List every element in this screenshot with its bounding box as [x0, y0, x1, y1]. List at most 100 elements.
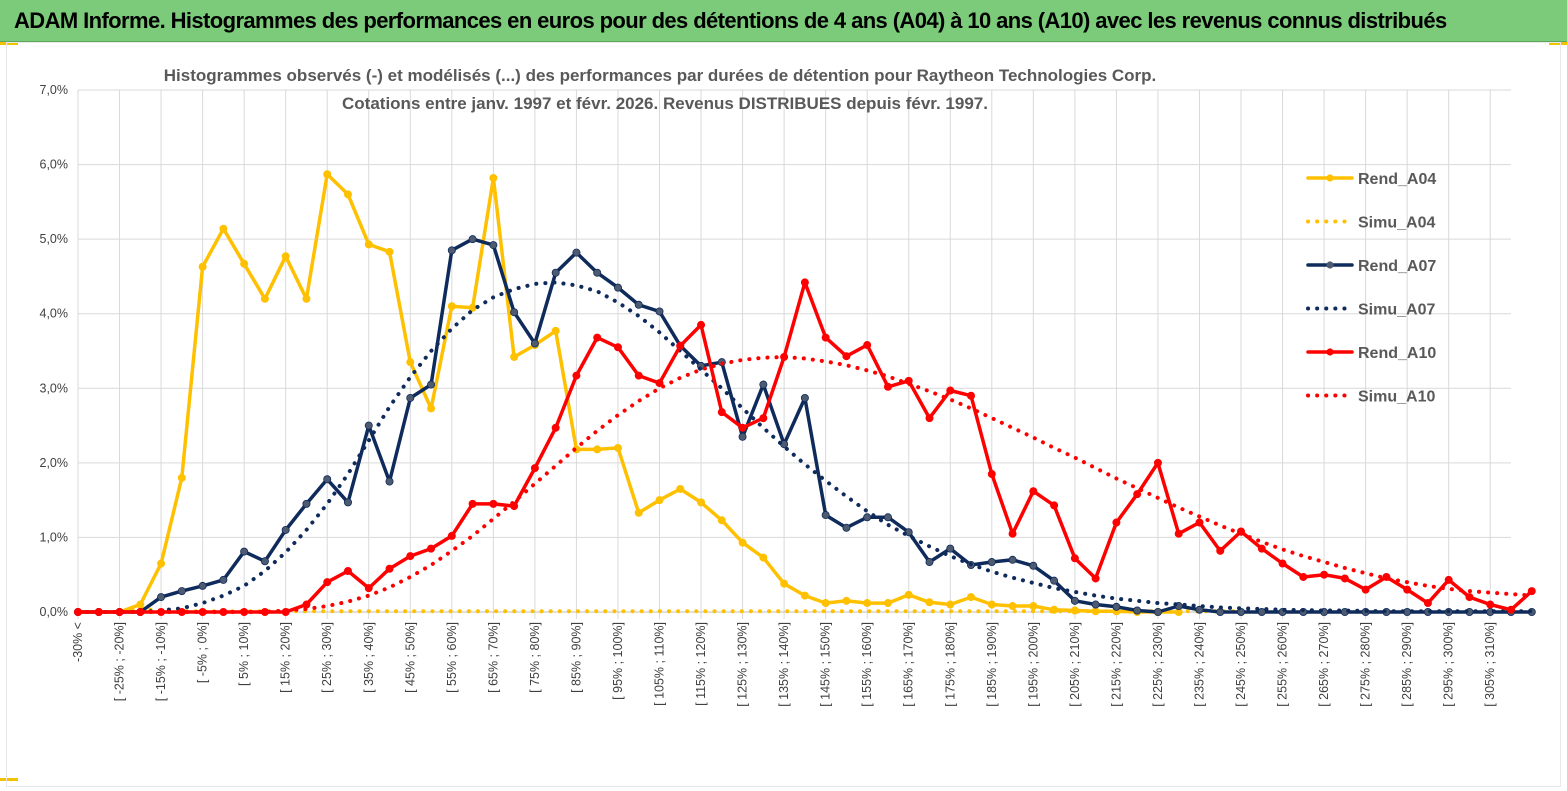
x-tick-label: [ 305% ; 310%]: [1483, 622, 1497, 707]
chart-frame: [6, 42, 1561, 787]
data-point-rend-a07: [447, 246, 456, 255]
data-point-rend-a07: [1008, 555, 1017, 564]
chart-grid: [77, 89, 1511, 619]
data-point-rend-a04: [427, 404, 436, 413]
data-point-rend-a04: [967, 593, 976, 602]
x-tick-label: [ 145% ; 150%]: [819, 622, 833, 707]
x-tick-label: [ 85% ; 90%]: [569, 622, 583, 693]
data-point-rend-a10: [655, 379, 664, 388]
data-point-rend-a07: [427, 380, 436, 389]
y-tick-label: 4,0%: [40, 307, 69, 321]
data-point-rend-a10: [302, 600, 311, 609]
x-tick-label: [ 165% ; 170%]: [902, 622, 916, 707]
data-point-rend-a10: [1133, 490, 1142, 499]
series-line-rend-a04: [76, 172, 1181, 614]
data-point-rend-a07: [613, 283, 622, 292]
data-point-rend-a10: [1423, 599, 1432, 608]
data-point-rend-a10: [1050, 501, 1059, 510]
data-point-rend-a04: [987, 600, 996, 609]
data-point-rend-a10: [1299, 572, 1308, 581]
x-tick-label: [ 65% ; 70%]: [486, 622, 500, 693]
data-point-rend-a04: [551, 326, 560, 335]
x-tick-label: [ 45% ; 50%]: [403, 622, 417, 693]
x-tick-label: [ 55% ; 60%]: [445, 622, 459, 693]
data-point-rend-a04: [593, 445, 602, 454]
data-point-rend-a10: [406, 552, 415, 561]
x-tick-label: [ 155% ; 160%]: [860, 622, 874, 707]
x-tick-label: [ 115% ; 120%]: [694, 622, 708, 706]
data-point-rend-a04: [1008, 602, 1017, 611]
data-point-rend-a07: [240, 547, 249, 556]
data-point-rend-a07: [1070, 596, 1079, 605]
data-point-rend-a10: [1320, 570, 1329, 579]
data-point-rend-a04: [447, 302, 456, 311]
data-point-rend-a04: [302, 294, 311, 303]
data-point-rend-a10: [613, 343, 622, 352]
x-tick-label: [ 25% ; 30%]: [320, 622, 334, 693]
x-tick-label: [ -5% ; 0%]: [196, 622, 210, 683]
data-point-rend-a10: [1403, 585, 1412, 594]
data-point-rend-a10: [717, 408, 726, 417]
data-point-rend-a07: [634, 300, 643, 309]
data-point-rend-a04: [1029, 602, 1038, 611]
header-title: ADAM Informe. Histogrammes des performan…: [14, 7, 1447, 33]
data-point-rend-a07: [260, 557, 269, 566]
data-point-rend-a07: [1029, 561, 1038, 570]
data-point-rend-a04: [697, 498, 706, 507]
data-point-rend-a07: [1050, 576, 1059, 585]
data-point-rend-a10: [551, 423, 560, 432]
data-point-rend-a10: [1029, 487, 1038, 496]
data-point-rend-a10: [1008, 529, 1017, 538]
chart-axes: 0,0% 1,0% 2,0% 3,0% 4,0% 5,0% 6,0% 7,0% -30% < [ …: [40, 83, 1511, 707]
y-tick-label: 0,0%: [40, 605, 69, 619]
data-point-rend-a07: [1091, 600, 1100, 609]
x-tick-label: [ 285% ; 290%]: [1400, 622, 1414, 707]
data-point-rend-a07: [925, 558, 934, 567]
data-point-rend-a07: [759, 380, 768, 389]
data-point-rend-a10: [364, 584, 373, 593]
data-point-rend-a04: [281, 252, 290, 261]
data-point-rend-a07: [655, 307, 664, 316]
data-point-rend-a10: [1278, 559, 1287, 568]
legend-label-simu-a10: Simu_A10: [1358, 389, 1435, 406]
data-point-rend-a10: [800, 278, 809, 287]
data-point-rend-a04: [489, 173, 498, 182]
data-point-rend-a07: [343, 498, 352, 507]
data-point-rend-a07: [198, 581, 207, 590]
data-point-rend-a10: [1465, 593, 1474, 602]
data-point-rend-a07: [946, 544, 955, 553]
corner-accent-top-right: [1549, 42, 1567, 45]
data-point-rend-a07: [468, 235, 477, 244]
y-tick-label: 7,0%: [40, 83, 69, 97]
data-point-rend-a10: [821, 333, 830, 342]
chart-title-line-2: Cotations entre janv. 1997 et févr. 2026…: [342, 94, 988, 113]
data-point-rend-a07: [489, 241, 498, 250]
y-tick-label: 1,0%: [40, 530, 69, 544]
data-point-rend-a10: [468, 499, 477, 508]
x-tick-label: [ 35% ; 40%]: [362, 622, 376, 693]
data-point-rend-a10: [343, 566, 352, 575]
data-point-rend-a07: [842, 523, 851, 532]
legend-marker-rend-a10: [1326, 348, 1334, 356]
corner-accent-bottom-left: [0, 778, 18, 781]
data-point-rend-a10: [385, 564, 394, 573]
data-point-rend-a07: [510, 308, 519, 317]
data-point-rend-a10: [883, 382, 892, 391]
data-point-rend-a04: [925, 598, 934, 607]
chart-legend: Rend_A04 Simu_A04 Rend_A07 Simu_A07 Rend_A10…: [1306, 171, 1436, 406]
data-point-rend-a04: [219, 224, 228, 233]
data-point-rend-a04: [800, 591, 809, 600]
data-point-rend-a04: [364, 240, 373, 249]
legend-label-rend-a07: Rend_A07: [1358, 258, 1436, 275]
data-point-rend-a04: [198, 262, 207, 271]
data-point-rend-a10: [489, 499, 498, 508]
x-tick-label: [ 105% ; 110%]: [653, 622, 667, 706]
y-tick-label: 2,0%: [40, 456, 69, 470]
legend-label-rend-a04: Rend_A04: [1358, 171, 1436, 188]
data-point-rend-a10: [1507, 605, 1516, 614]
data-point-rend-a10: [1444, 575, 1453, 584]
x-tick-label: [ 215% ; 220%]: [1109, 622, 1123, 707]
x-tick-label: [ 265% ; 270%]: [1317, 622, 1331, 707]
corner-accent-top-left: [0, 42, 18, 45]
series-line-rend-a10: [76, 280, 1534, 614]
